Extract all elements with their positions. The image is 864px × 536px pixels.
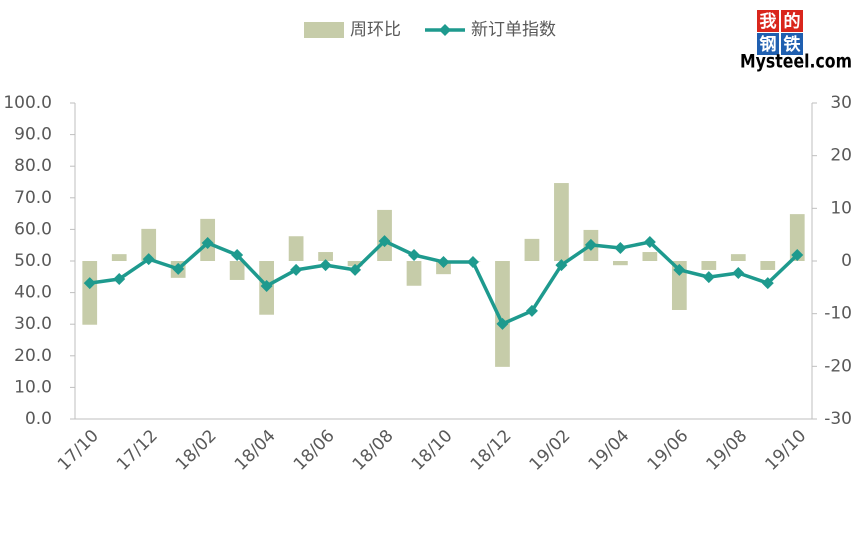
y-tick-label: 50.0 (14, 251, 52, 271)
x-tick-label: 18/02 (172, 426, 221, 475)
y-tick-label: 80.0 (14, 156, 52, 176)
logo-char: 钢 (760, 34, 777, 55)
line-marker (113, 273, 126, 286)
legend-label: 新订单指数 (471, 20, 556, 40)
bar (347, 261, 363, 267)
x-tick-label: 19/04 (585, 426, 634, 475)
logo-box (757, 10, 779, 32)
logo-char: 我 (760, 12, 777, 32)
y-tick-label: 70.0 (14, 188, 52, 208)
x-tick-label: 19/08 (703, 426, 752, 475)
x-tick-label: 18/06 (290, 426, 339, 475)
legend-swatch (304, 22, 344, 38)
line-marker (172, 262, 185, 275)
x-tick-label: 17/12 (113, 426, 162, 475)
logo-box (781, 10, 803, 32)
logo-box (781, 33, 803, 55)
x-tick-label: 18/12 (467, 426, 516, 475)
bar (554, 183, 569, 261)
y2-tick-label: 20 (830, 146, 852, 166)
bar (495, 261, 510, 367)
bar (229, 261, 245, 280)
line-marker (349, 263, 362, 276)
y2-tick-label: 0 (841, 251, 852, 271)
y2-tick-label: 30 (830, 93, 852, 113)
x-tick-label: 19/06 (644, 426, 693, 475)
line-marker (466, 255, 479, 268)
line-marker (290, 263, 303, 276)
y-tick-label: 30.0 (14, 314, 52, 334)
y-tick-label: 10.0 (14, 377, 52, 397)
logo: 我 的 钢 铁 Mysteel.com (740, 10, 852, 73)
bar (789, 214, 805, 261)
bar (760, 261, 776, 270)
bar (406, 261, 422, 286)
x-tick-label: 18/04 (231, 426, 280, 475)
bar (82, 261, 98, 325)
line-marker (378, 235, 391, 248)
y-tick-label: 20.0 (14, 346, 52, 366)
bar (288, 236, 304, 261)
legend-label: 周环比 (350, 20, 401, 40)
line-marker (319, 259, 332, 272)
line-marker (201, 236, 214, 249)
logo-char: 铁 (784, 34, 801, 55)
bar (111, 254, 127, 261)
line-marker (525, 304, 538, 317)
bar (318, 252, 333, 261)
bar (701, 261, 717, 270)
line-marker (614, 242, 627, 255)
legend-item: 周环比 (304, 20, 401, 40)
bar (730, 254, 746, 261)
logo-char: 的 (784, 11, 801, 32)
logo-box (757, 33, 779, 55)
line-marker (231, 248, 244, 261)
y-tick-label: 60.0 (14, 219, 52, 239)
x-tick-label: 19/02 (526, 426, 575, 475)
line-marker (496, 317, 509, 330)
line-marker (437, 255, 450, 268)
line-marker (555, 259, 568, 272)
y-tick-label: 100.0 (3, 93, 52, 113)
line-marker (584, 238, 597, 251)
y-tick-label: 90.0 (14, 125, 52, 145)
line-marker (83, 277, 96, 290)
line-marker (791, 248, 804, 261)
logo-text: Mysteel.com (740, 51, 852, 73)
line-marker (643, 236, 656, 249)
legend-item: 新订单指数 (425, 20, 556, 40)
y2-tick-label: -30 (824, 409, 852, 429)
bar (524, 238, 540, 261)
y2-tick-label: -20 (824, 356, 852, 376)
line-marker (142, 253, 155, 266)
bar (642, 252, 658, 261)
y2-tick-label: 10 (830, 198, 852, 218)
legend-marker (439, 24, 451, 36)
line-marker (702, 271, 715, 284)
x-tick-label: 17/10 (54, 426, 103, 475)
x-tick-label: 19/10 (762, 426, 811, 475)
line-marker (408, 248, 421, 261)
y-tick-label: 0.0 (25, 409, 52, 429)
line-marker (761, 277, 774, 290)
line (89, 239, 799, 326)
y2-tick-label: -10 (824, 304, 852, 324)
x-tick-label: 18/08 (349, 426, 398, 475)
line-marker (732, 267, 745, 280)
line-marker (260, 279, 273, 292)
y-tick-label: 40.0 (14, 283, 52, 303)
bar (141, 228, 157, 261)
bar (613, 261, 628, 266)
x-tick-label: 18/10 (408, 426, 457, 475)
line-marker (673, 263, 686, 276)
bar (671, 261, 687, 310)
